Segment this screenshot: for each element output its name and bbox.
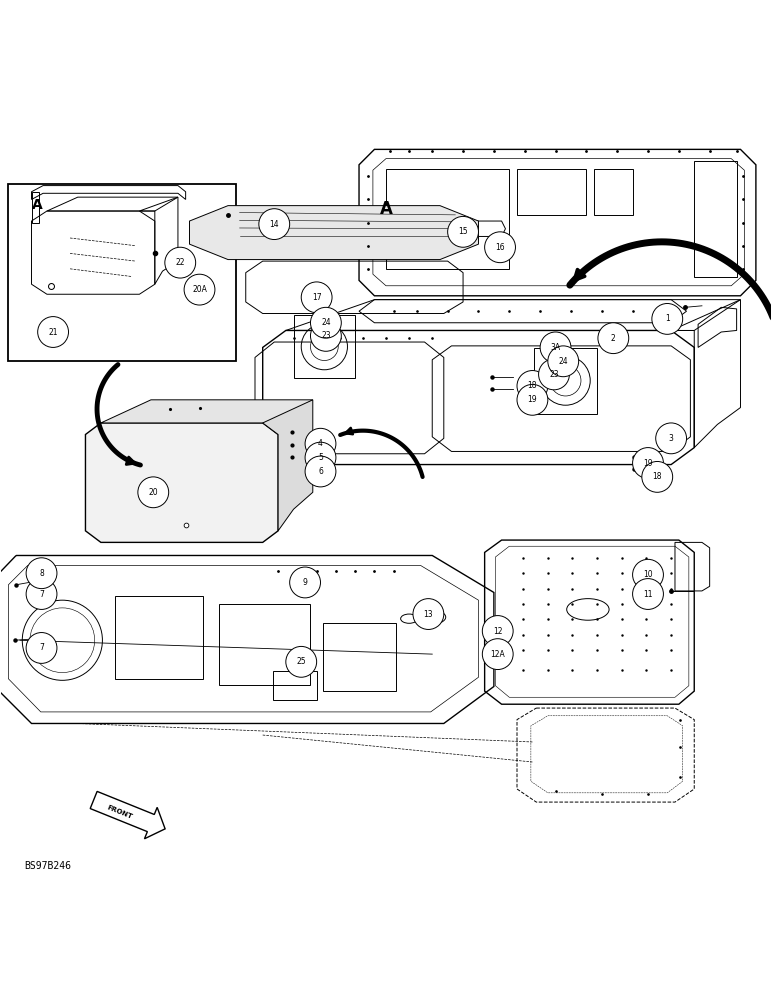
Text: 7: 7 — [39, 643, 44, 652]
Polygon shape — [189, 206, 479, 260]
Circle shape — [310, 320, 341, 351]
Bar — [8, 184, 235, 361]
Circle shape — [632, 448, 663, 478]
Circle shape — [301, 282, 332, 313]
Text: 4: 4 — [318, 439, 323, 448]
Text: 10: 10 — [643, 570, 653, 579]
Polygon shape — [262, 400, 313, 531]
Circle shape — [26, 579, 57, 609]
Text: 23: 23 — [321, 331, 330, 340]
Text: 23: 23 — [549, 370, 559, 379]
Circle shape — [305, 456, 336, 487]
Text: 12: 12 — [493, 627, 503, 636]
Text: 13: 13 — [424, 610, 433, 619]
Text: 16: 16 — [495, 243, 505, 252]
Polygon shape — [90, 791, 165, 839]
Text: 7: 7 — [39, 590, 44, 599]
Text: 19: 19 — [643, 459, 653, 468]
Circle shape — [482, 639, 513, 670]
Polygon shape — [101, 400, 313, 423]
Circle shape — [482, 616, 513, 646]
Circle shape — [184, 274, 215, 305]
Text: 1: 1 — [665, 314, 669, 323]
Bar — [323, 623, 396, 691]
Text: 25: 25 — [296, 657, 306, 666]
Circle shape — [286, 646, 317, 677]
Text: BS97B246: BS97B246 — [24, 861, 71, 871]
Text: 18: 18 — [528, 381, 537, 390]
Circle shape — [310, 307, 341, 338]
Text: 5: 5 — [318, 453, 323, 462]
Circle shape — [655, 423, 686, 454]
Circle shape — [305, 442, 336, 473]
Circle shape — [413, 599, 444, 629]
Text: 11: 11 — [643, 590, 653, 599]
Circle shape — [632, 579, 663, 609]
Circle shape — [485, 232, 516, 263]
Text: 9: 9 — [303, 578, 307, 587]
Bar — [534, 348, 598, 414]
Bar — [115, 596, 203, 679]
Circle shape — [38, 317, 69, 347]
Polygon shape — [86, 423, 278, 542]
Circle shape — [539, 359, 570, 390]
Circle shape — [642, 461, 672, 492]
Circle shape — [138, 477, 169, 508]
Text: 2: 2 — [611, 334, 616, 343]
Text: 15: 15 — [459, 227, 468, 236]
Circle shape — [165, 247, 195, 278]
Text: A: A — [32, 198, 42, 212]
Text: A: A — [380, 200, 392, 218]
Circle shape — [598, 323, 628, 354]
Circle shape — [548, 346, 579, 377]
Text: 24: 24 — [321, 318, 330, 327]
Text: 18: 18 — [652, 472, 662, 481]
Text: 20A: 20A — [192, 285, 207, 294]
Text: FRONT: FRONT — [106, 804, 133, 820]
Circle shape — [290, 567, 320, 598]
Text: 20: 20 — [148, 488, 158, 497]
Text: 3: 3 — [669, 434, 673, 443]
Bar — [293, 315, 355, 378]
Circle shape — [448, 216, 479, 247]
Circle shape — [517, 384, 548, 415]
Bar — [218, 604, 310, 685]
Text: 21: 21 — [49, 328, 58, 337]
Text: 3A: 3A — [550, 343, 560, 352]
Text: 6: 6 — [318, 467, 323, 476]
Text: 14: 14 — [269, 220, 279, 229]
Text: 22: 22 — [175, 258, 185, 267]
Text: 19: 19 — [527, 395, 537, 404]
Circle shape — [517, 371, 548, 401]
Circle shape — [26, 558, 57, 589]
Circle shape — [305, 428, 336, 459]
Circle shape — [259, 209, 290, 240]
Text: 12A: 12A — [490, 650, 505, 659]
Circle shape — [652, 303, 682, 334]
Text: 24: 24 — [558, 357, 568, 366]
Circle shape — [26, 633, 57, 663]
Text: 17: 17 — [312, 293, 321, 302]
Bar — [273, 671, 317, 700]
Circle shape — [540, 332, 571, 363]
Circle shape — [632, 559, 663, 590]
Text: 8: 8 — [39, 569, 44, 578]
